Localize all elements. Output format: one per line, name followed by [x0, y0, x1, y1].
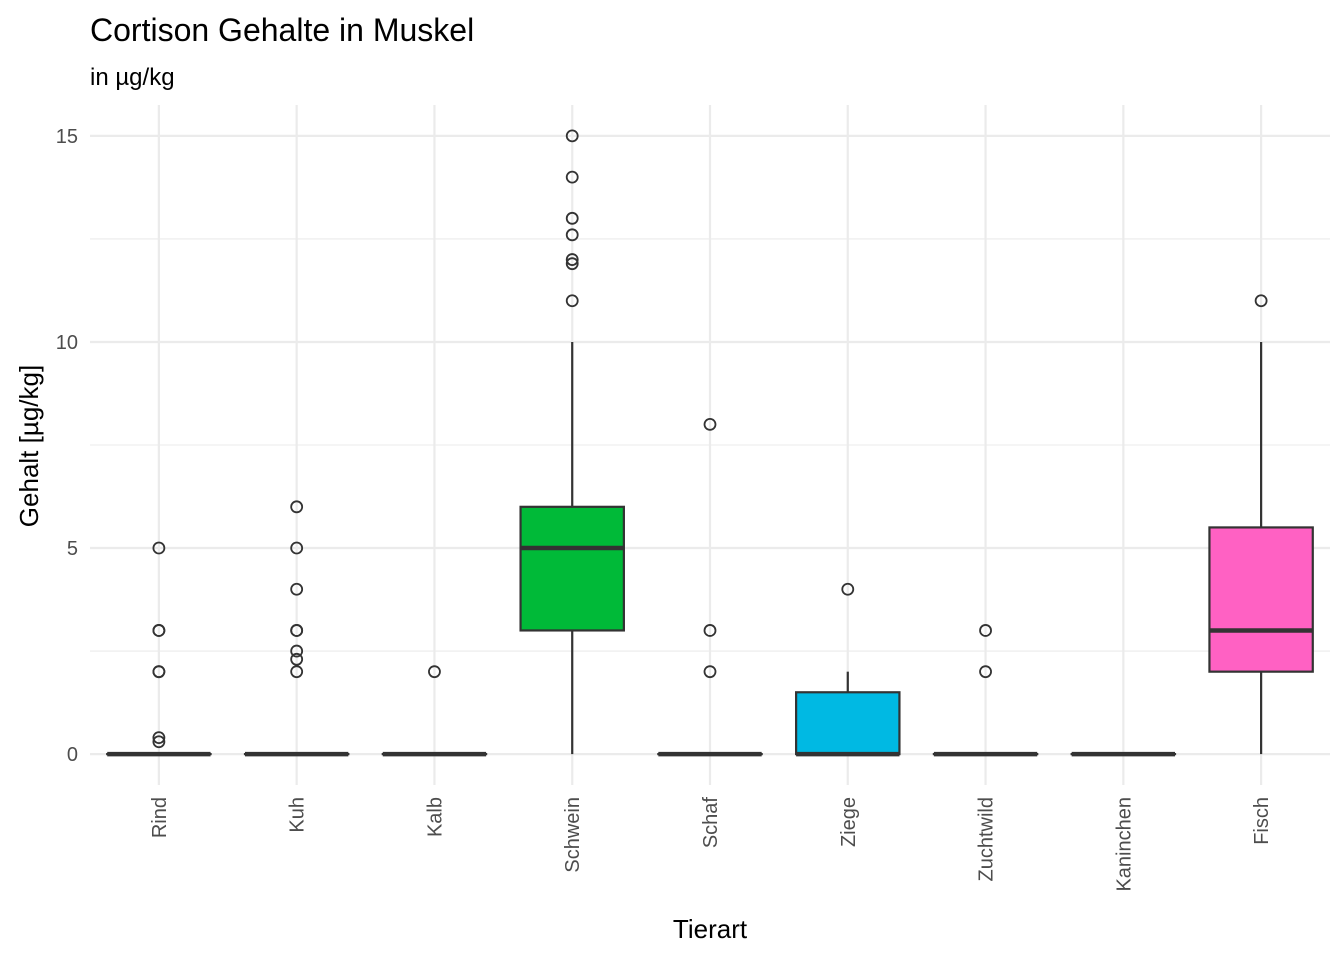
box-rect — [795, 691, 901, 756]
box-kuh — [243, 500, 350, 757]
outlier-point — [152, 624, 166, 637]
boxplot-boxes — [106, 129, 1314, 757]
x-tick-label: Fisch — [1251, 797, 1273, 845]
outlier-point — [979, 665, 992, 679]
box-rect — [519, 505, 625, 632]
chart-subtitle: in µg/kg — [90, 64, 175, 91]
outlier-point — [565, 170, 579, 184]
x-tick-label: Rind — [149, 797, 171, 838]
outlier-point — [290, 644, 304, 658]
x-tick-label: Kalb — [424, 797, 446, 837]
outlier-point — [290, 541, 304, 555]
outlier-point — [565, 211, 579, 225]
x-tick-label: Ziege — [838, 797, 860, 847]
outlier-point — [703, 624, 717, 637]
outlier-point — [703, 417, 717, 431]
outlier-point — [152, 731, 166, 745]
box-rect — [1208, 526, 1314, 673]
box-ziege — [795, 582, 901, 757]
box-zuchtwild — [932, 624, 1039, 757]
outlier-point — [565, 129, 579, 143]
y-tick-label: 15 — [56, 126, 78, 148]
outlier-point — [1254, 294, 1268, 308]
x-tick-label: Zuchtwild — [976, 797, 998, 881]
chart-title: Cortison Gehalte in Muskel — [90, 12, 474, 48]
y-axis-title: Gehalt [µg/kg] — [14, 365, 44, 527]
outlier-point — [152, 665, 166, 679]
outlier-point — [428, 665, 441, 679]
x-tick-labels: Rind Kuh Kalb Schwein Schaf Ziege Zuchtwild Kan… — [149, 797, 1273, 892]
box-schwein — [519, 129, 625, 755]
outlier-point — [290, 624, 304, 637]
x-tick-label: Kuh — [287, 797, 309, 833]
y-tick-labels: 0 5 10 15 — [56, 126, 78, 766]
x-tick-label: Kaninchen — [1113, 797, 1135, 892]
outlier-point — [290, 500, 304, 514]
outlier-point — [703, 665, 717, 679]
x-tick-label: Schwein — [562, 797, 584, 873]
box-kalb — [381, 665, 488, 757]
outlier-point — [841, 582, 855, 596]
x-tick-label: Schaf — [700, 797, 722, 849]
outlier-point — [565, 257, 579, 271]
y-tick-label: 0 — [67, 744, 78, 766]
outlier-point — [565, 253, 579, 266]
outlier-point — [290, 665, 304, 679]
box-fisch — [1208, 294, 1314, 755]
x-axis-title: Tierart — [673, 914, 748, 944]
y-tick-label: 5 — [67, 538, 78, 560]
outlier-point — [979, 624, 992, 637]
box-rind — [106, 541, 212, 757]
outlier-point — [565, 228, 579, 242]
outlier-point — [290, 652, 304, 666]
box-schaf — [657, 417, 763, 757]
outlier-point — [565, 294, 579, 308]
outlier-point — [290, 582, 304, 596]
grid-lines — [90, 105, 1330, 785]
outlier-point — [152, 541, 166, 555]
outlier-point — [152, 735, 166, 749]
y-tick-label: 10 — [56, 332, 78, 354]
